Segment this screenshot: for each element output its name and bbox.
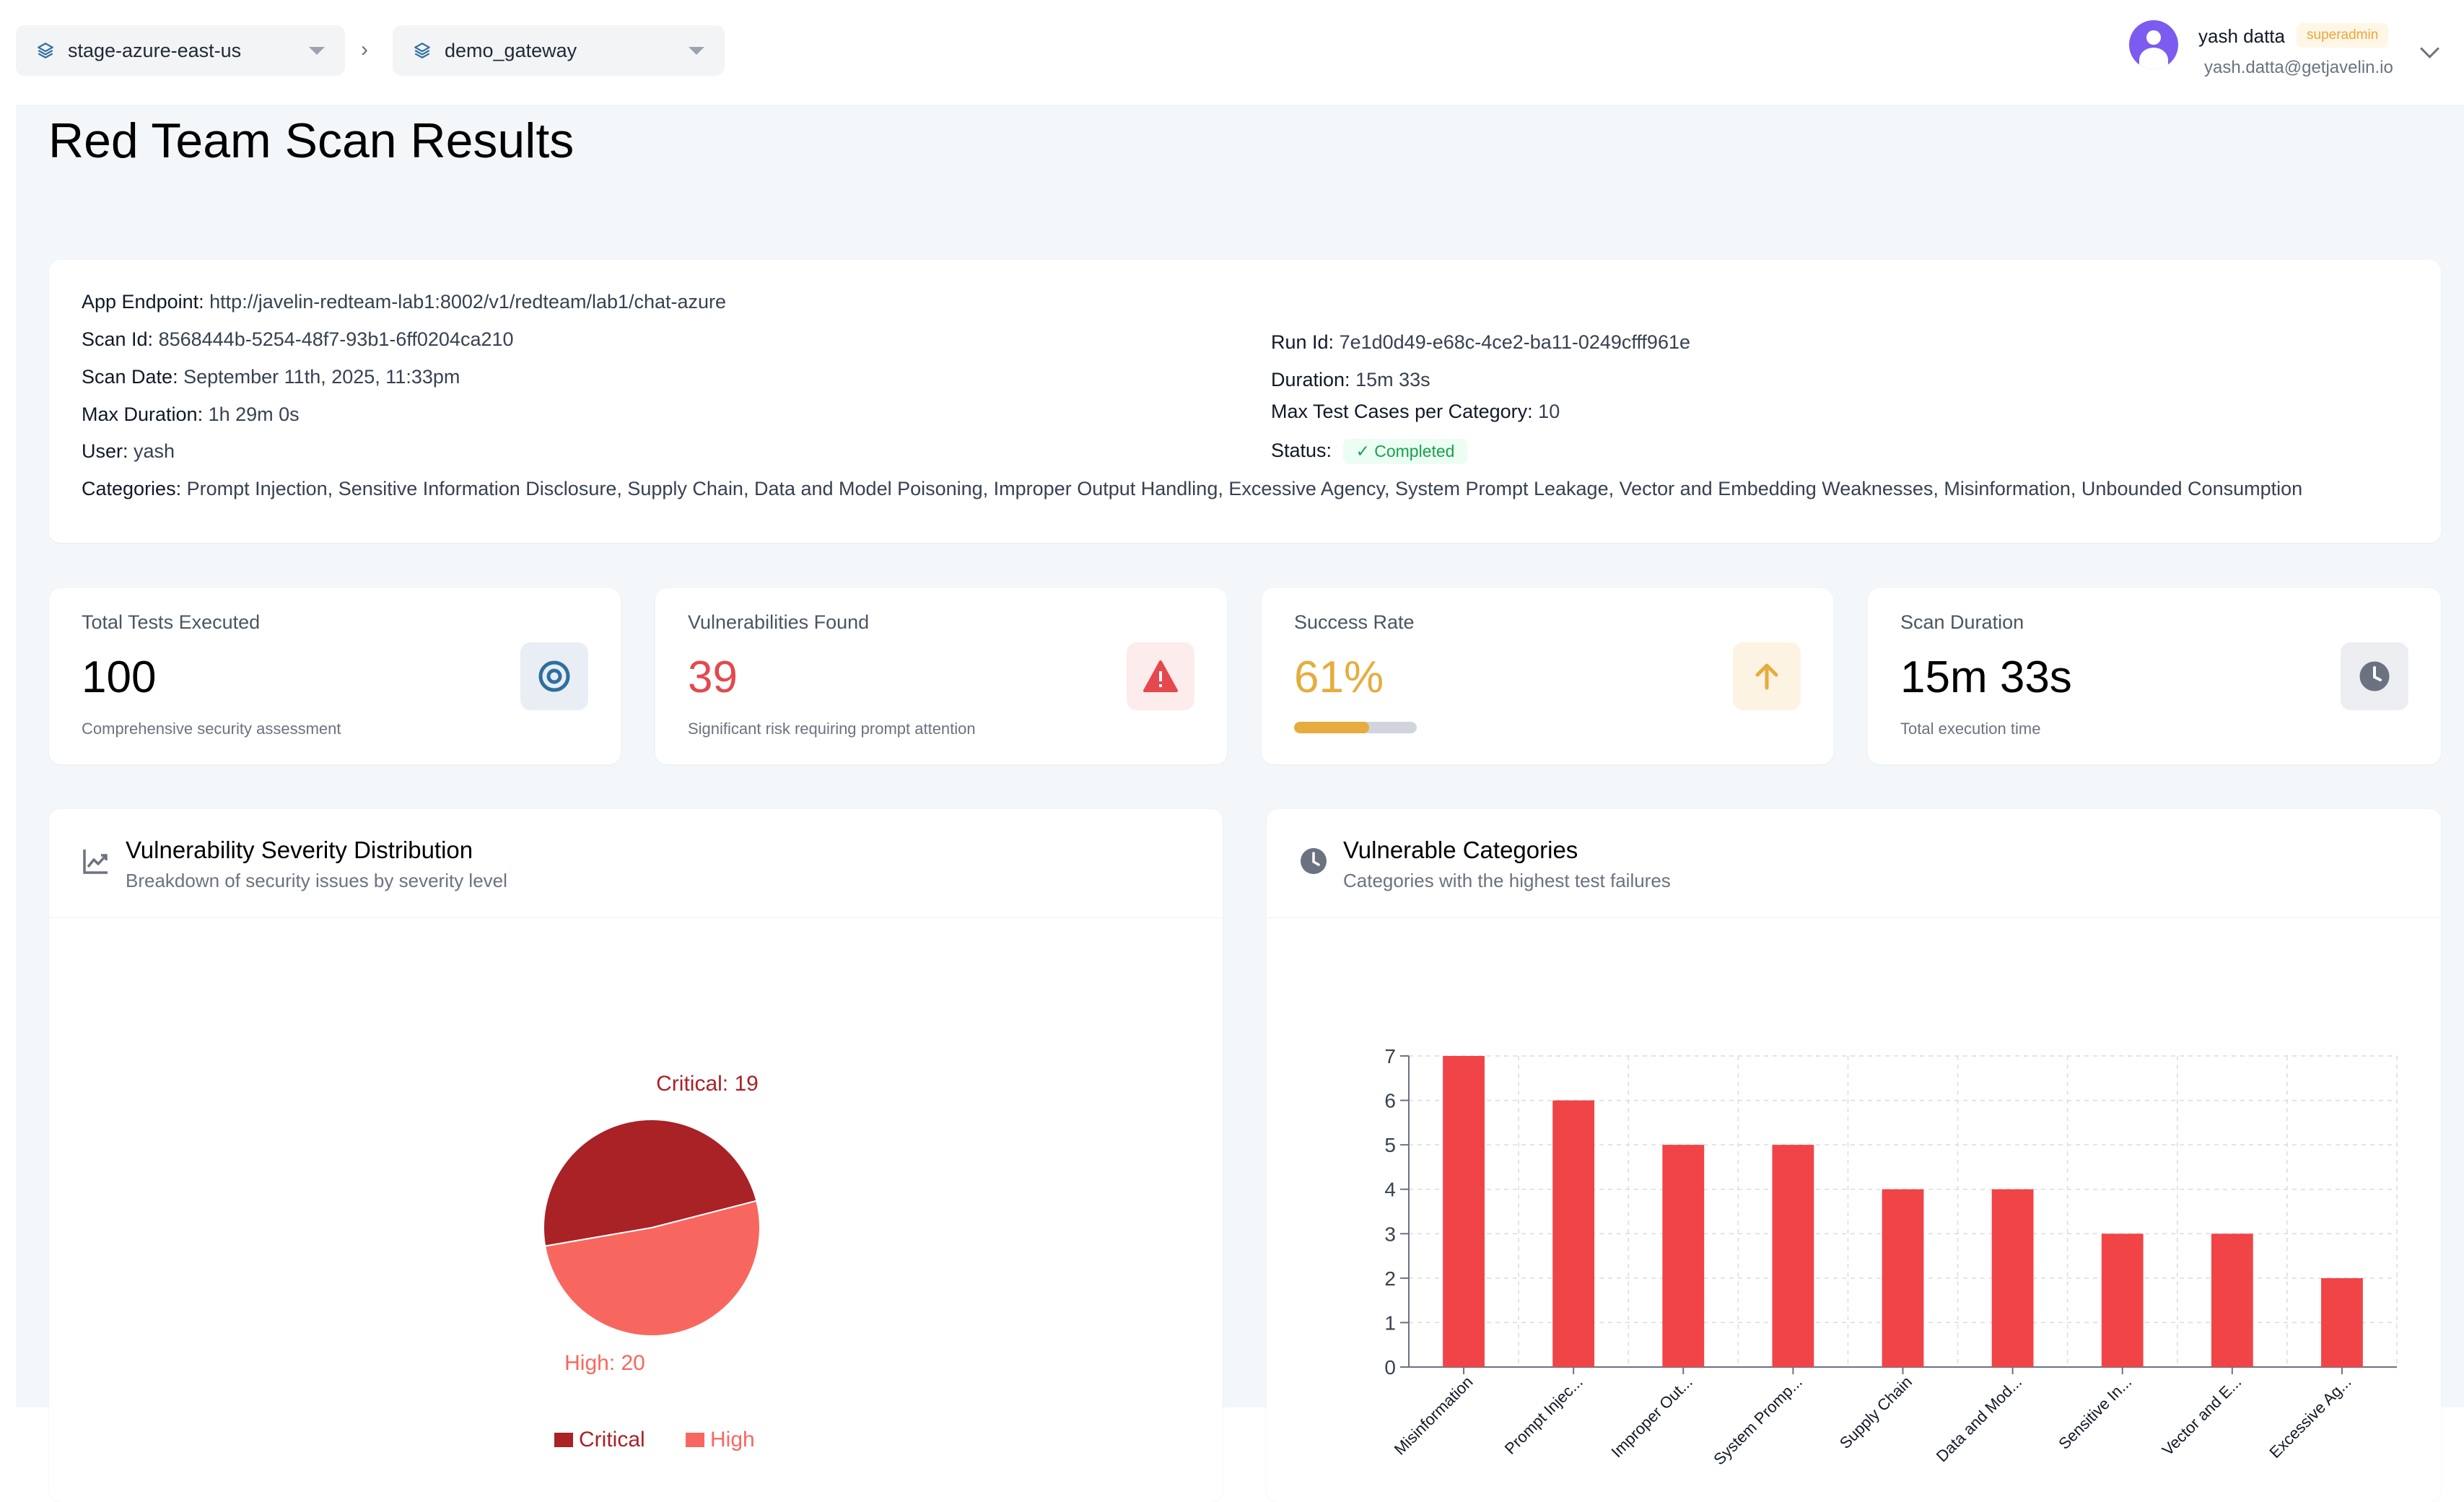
scan-info-card: App Endpoint: http://javelin-redteam-lab… bbox=[49, 260, 2441, 543]
bar bbox=[2101, 1234, 2144, 1367]
y-tick-label: 3 bbox=[1384, 1223, 1396, 1245]
bar bbox=[2321, 1278, 2363, 1367]
app-endpoint: App Endpoint: http://javelin-redteam-lab… bbox=[82, 291, 727, 313]
stat-value: 61% bbox=[1294, 652, 1384, 702]
trend-chart-icon bbox=[83, 850, 108, 874]
chevron-down-icon bbox=[689, 46, 704, 55]
scan-status: Status: ✓ Completed bbox=[1271, 439, 1468, 464]
bar bbox=[1772, 1145, 1814, 1367]
main-content: Red Team Scan Results App Endpoint: http… bbox=[16, 105, 2464, 1502]
y-tick-label: 1 bbox=[1384, 1311, 1396, 1334]
y-tick-label: 5 bbox=[1384, 1134, 1396, 1156]
x-tick-label: Vector and E... bbox=[2159, 1373, 2245, 1459]
stat-title: Success Rate bbox=[1294, 611, 1415, 633]
role-badge: superadmin bbox=[2297, 23, 2389, 48]
bar bbox=[1443, 1056, 1485, 1367]
x-tick-label: Data and Mod... bbox=[1933, 1373, 2025, 1465]
pie-slice-label: High: 20 bbox=[564, 1351, 645, 1375]
stat-card-scan-duration: Scan Duration 15m 33s Total execution ti… bbox=[1868, 588, 2441, 764]
stat-card-total-tests: Total Tests Executed 100 Comprehensive s… bbox=[49, 588, 621, 764]
x-tick-label: Excessive Ag... bbox=[2266, 1373, 2354, 1462]
gateway-selector-label: demo_gateway bbox=[445, 39, 577, 61]
bar bbox=[1552, 1100, 1595, 1367]
x-tick-label: Prompt Injec... bbox=[1501, 1373, 1586, 1458]
warning-icon bbox=[1127, 642, 1194, 710]
gateway-selector[interactable]: demo_gateway bbox=[393, 25, 725, 76]
stat-subtitle: Significant risk requiring prompt attent… bbox=[688, 720, 976, 738]
x-tick-label: System Promp... bbox=[1710, 1373, 1806, 1469]
chevron-down-icon bbox=[309, 46, 325, 55]
scan-date: Scan Date: September 11th, 2025, 11:33pm bbox=[82, 366, 460, 388]
pie-slice-label: Critical: 19 bbox=[656, 1072, 759, 1096]
max-duration: Max Duration: 1h 29m 0s bbox=[82, 403, 300, 425]
x-tick-label: Sensitive In... bbox=[2055, 1373, 2135, 1453]
stat-card-vulnerabilities: Vulnerabilities Found 39 Significant ris… bbox=[655, 588, 1227, 764]
y-tick-label: 6 bbox=[1384, 1090, 1396, 1112]
bar bbox=[1662, 1145, 1705, 1367]
clock-icon bbox=[2341, 642, 2408, 710]
chevron-down-icon[interactable] bbox=[2420, 39, 2439, 58]
severity-distribution-card: Vulnerability Severity Distribution Brea… bbox=[49, 809, 1223, 1502]
y-tick-label: 4 bbox=[1384, 1179, 1396, 1201]
stat-value: 39 bbox=[688, 652, 738, 702]
pie-slice-high bbox=[544, 1200, 761, 1337]
success-rate-progress bbox=[1294, 722, 1417, 733]
stat-value: 100 bbox=[82, 652, 157, 702]
stat-card-success-rate: Success Rate 61% bbox=[1262, 588, 1833, 764]
stat-title: Scan Duration bbox=[1900, 611, 2024, 633]
severity-chart-title: Vulnerability Severity Distribution bbox=[126, 837, 473, 863]
run-id: Run Id: 7e1d0d49-e68c-4ce2-ba11-0249cfff… bbox=[1271, 331, 1690, 353]
stat-title: Vulnerabilities Found bbox=[688, 611, 870, 633]
environment-selector-label: stage-azure-east-us bbox=[68, 39, 242, 61]
clock-icon bbox=[1301, 848, 1327, 874]
layers-icon bbox=[38, 43, 53, 58]
max-test-cases: Max Test Cases per Category: 10 bbox=[1271, 401, 1560, 422]
legend-entry: Critical bbox=[579, 1428, 645, 1451]
legend-entry: High bbox=[710, 1428, 755, 1451]
y-tick-label: 7 bbox=[1384, 1045, 1396, 1067]
x-tick-label: Misinformation bbox=[1391, 1373, 1477, 1459]
page-title: Red Team Scan Results bbox=[48, 113, 575, 168]
categories-bar-chart: 0 1 2 3 4 5 6 7 Misinformation Prompt Injec... Imp… bbox=[1384, 1045, 2398, 1469]
stat-title: Total Tests Executed bbox=[82, 611, 261, 633]
severity-chart-header: Vulnerability Severity Distribution Brea… bbox=[49, 809, 1223, 918]
severity-chart-subtitle: Breakdown of security issues by severity… bbox=[126, 870, 507, 891]
categories-chart-header: Vulnerable Categories Categories with th… bbox=[1267, 809, 2441, 918]
categories-chart-title: Vulnerable Categories bbox=[1343, 837, 1578, 863]
avatar[interactable] bbox=[2129, 20, 2178, 69]
legend-swatch bbox=[554, 1433, 573, 1447]
bar bbox=[1882, 1189, 1924, 1367]
stat-value: 15m 33s bbox=[1900, 652, 2072, 702]
y-tick-label: 0 bbox=[1384, 1356, 1396, 1379]
bar bbox=[2211, 1234, 2253, 1367]
user-email: yash.datta@getjavelin.io bbox=[2204, 58, 2393, 77]
legend-swatch bbox=[686, 1433, 704, 1447]
x-tick-label: Improper Out... bbox=[1608, 1373, 1696, 1461]
target-icon bbox=[520, 642, 588, 710]
scan-id: Scan Id: 8568444b-5254-48f7-93b1-6ff0204… bbox=[82, 328, 514, 350]
scan-user: User: yash bbox=[82, 440, 175, 462]
arrow-up-icon bbox=[1733, 642, 1801, 710]
user-name: yash datta bbox=[2198, 25, 2285, 47]
x-tick-label: Supply Chain bbox=[1836, 1373, 1915, 1452]
status-badge: ✓ Completed bbox=[1342, 439, 1468, 464]
categories-chart-subtitle: Categories with the highest test failure… bbox=[1343, 870, 1671, 891]
y-tick-label: 2 bbox=[1384, 1267, 1396, 1290]
duration: Duration: 15m 33s bbox=[1271, 369, 1430, 390]
severity-pie-chart: Critical: 19 High: 20 Critical High bbox=[543, 1072, 761, 1451]
check-icon: ✓ bbox=[1355, 442, 1370, 460]
layers-icon bbox=[414, 43, 430, 58]
stat-subtitle: Total execution time bbox=[1900, 720, 2041, 738]
environment-selector[interactable]: stage-azure-east-us bbox=[16, 25, 345, 76]
vulnerable-categories-card: Vulnerable Categories Categories with th… bbox=[1267, 809, 2441, 1502]
scan-categories: Categories: Prompt Injection, Sensitive … bbox=[82, 478, 2303, 499]
breadcrumb-separator: › bbox=[361, 38, 368, 61]
bar bbox=[1991, 1189, 2034, 1367]
top-bar: stage-azure-east-us › demo_gateway yash … bbox=[0, 0, 2464, 105]
user-menu[interactable]: yash datta superadmin yash.datta@getjave… bbox=[2103, 0, 2464, 105]
stat-subtitle: Comprehensive security assessment bbox=[82, 720, 341, 738]
